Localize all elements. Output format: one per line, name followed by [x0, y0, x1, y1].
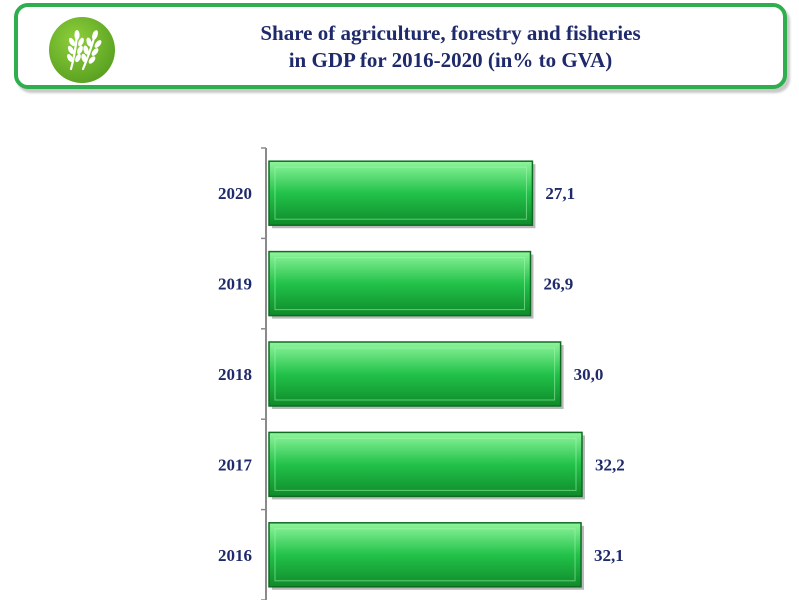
value-label: 30,0 — [574, 365, 604, 384]
wheat-icon — [66, 30, 102, 71]
bar-bevel — [274, 437, 577, 491]
bar-2020 — [268, 160, 534, 226]
bar-2017 — [268, 431, 583, 498]
category-label: 2018 — [218, 365, 252, 384]
value-label: 32,1 — [594, 546, 624, 565]
title-line-2: in GDP for 2016-2020 (in% to GVA) — [288, 48, 613, 72]
bar-bevel — [274, 166, 527, 220]
page-title: Share of agriculture, forestry and fishe… — [138, 20, 763, 74]
value-label: 26,9 — [543, 275, 573, 294]
bar-bevel — [274, 528, 576, 582]
value-label: 27,1 — [545, 184, 575, 203]
bar-bevel — [274, 347, 556, 401]
bar-2019 — [268, 250, 532, 317]
title-line-1: Share of agriculture, forestry and fishe… — [260, 21, 641, 45]
title-banner: Share of agriculture, forestry and fishe… — [14, 3, 787, 89]
category-label: 2020 — [218, 184, 252, 203]
category-label: 2017 — [218, 455, 253, 474]
wheat-logo — [49, 17, 115, 83]
bar-2018 — [268, 341, 562, 407]
category-label: 2016 — [218, 546, 252, 565]
category-label: 2019 — [218, 275, 252, 294]
bar-bevel — [274, 257, 525, 311]
value-label: 32,2 — [595, 455, 625, 474]
bar-2016 — [268, 522, 582, 588]
